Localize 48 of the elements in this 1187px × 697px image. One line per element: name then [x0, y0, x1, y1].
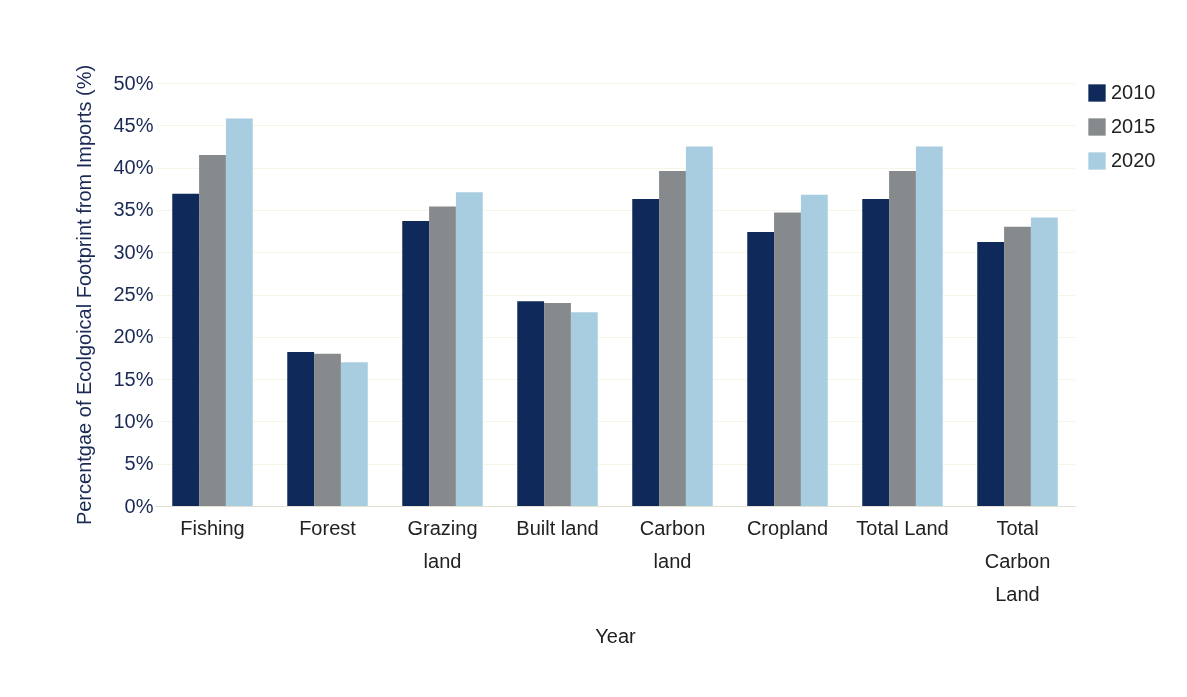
bar — [659, 170, 686, 506]
bar — [544, 302, 571, 506]
bar — [287, 352, 315, 506]
y-tick-label: 25% — [113, 283, 154, 305]
bar — [429, 206, 456, 506]
x-tick-label: Cropland — [746, 516, 829, 539]
bar — [225, 118, 253, 506]
bar — [800, 194, 828, 506]
bar — [747, 231, 775, 506]
x-tick-label: Built land — [516, 516, 599, 539]
legend-label: 2015 — [1111, 115, 1156, 137]
bar — [632, 198, 660, 506]
x-tick-label: Forest — [299, 516, 357, 539]
x-tick-label: Total Carbon Land — [984, 516, 1051, 605]
bar — [889, 170, 916, 506]
y-tick-label: 50% — [113, 71, 154, 94]
y-axis-title: Percentgae of Ecolgoical Footprint from Imports (%) — [73, 64, 96, 526]
bar — [455, 192, 483, 506]
bar — [314, 353, 341, 506]
bar — [685, 146, 713, 506]
y-tick-label: 35% — [113, 198, 154, 221]
bar — [1004, 226, 1031, 506]
y-tick-label: 0% — [124, 494, 154, 517]
y-tick-label: 10% — [113, 409, 154, 432]
bar — [862, 198, 890, 506]
x-tick-label: Total Land — [856, 516, 949, 539]
y-tick-label: 20% — [113, 325, 154, 348]
legend-label: 2010 — [1111, 81, 1156, 103]
bar — [977, 242, 1005, 506]
y-tick-label: 40% — [113, 156, 154, 179]
legend-label: 2020 — [1111, 149, 1156, 171]
x-tick-label: Fishing — [180, 516, 245, 539]
y-tick-label: 5% — [124, 452, 154, 475]
y-tick-label: 30% — [113, 240, 154, 263]
bar — [172, 193, 200, 506]
bar — [517, 301, 545, 506]
bar — [1030, 217, 1058, 506]
bar — [402, 220, 430, 506]
y-tick-label: 15% — [113, 367, 154, 390]
x-tick-label: Carbon land — [639, 516, 706, 572]
bar — [915, 146, 943, 506]
bar — [199, 154, 226, 506]
x-tick-label: Grazing land — [407, 516, 478, 572]
bar — [774, 212, 801, 506]
bar — [340, 362, 368, 506]
bar — [570, 312, 598, 506]
y-tick-label: 45% — [113, 113, 154, 136]
x-axis-title: Year — [595, 624, 637, 647]
